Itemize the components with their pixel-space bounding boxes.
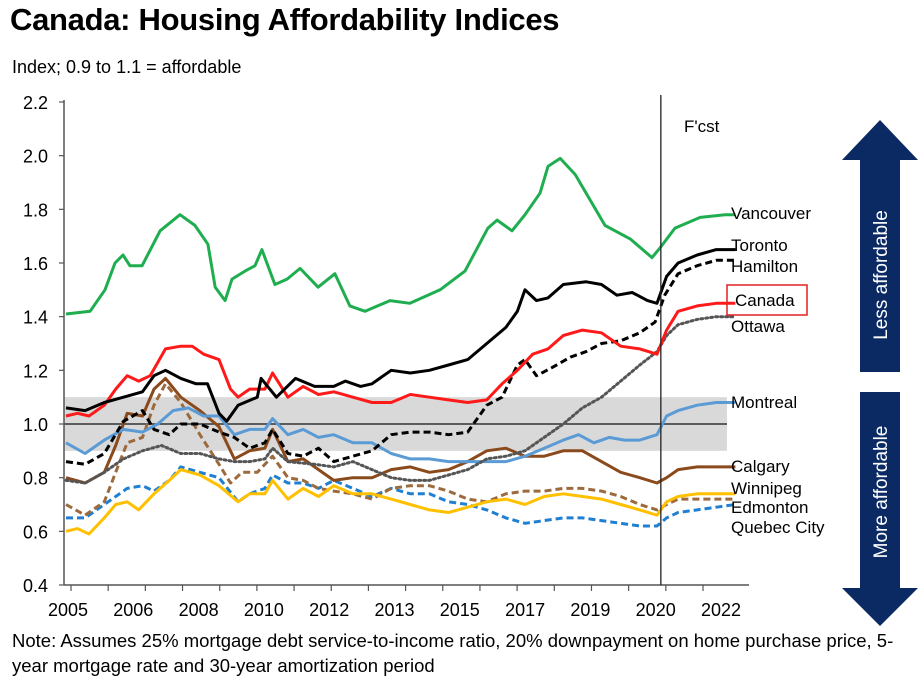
- y-tick-label: 0.6: [23, 522, 48, 542]
- series-labels: Vancouver Toronto Hamilton Canada Ottawa Mont…: [731, 204, 825, 537]
- series-line-calgary: [65, 376, 736, 485]
- x-tick-label: 2005: [48, 600, 88, 620]
- x-tick-label: 2006: [113, 600, 153, 620]
- arrow-down-icon: [842, 392, 918, 626]
- canada-highlight-box: [726, 284, 808, 316]
- x-tick-label: 2013: [374, 600, 414, 620]
- more-affordable-arrow: More affordable: [842, 392, 918, 626]
- series-line-hamilton: [65, 258, 736, 466]
- series-label-montreal: Montreal: [731, 393, 797, 412]
- series-label-vancouver: Vancouver: [731, 204, 811, 223]
- series-label-winnipeg: Winnipeg: [731, 479, 802, 498]
- y-tick-label: 1.0: [23, 415, 48, 435]
- x-tick-label: 2015: [440, 600, 480, 620]
- arrow-up-icon: [842, 120, 918, 372]
- series-label-ottawa: Ottawa: [731, 317, 785, 336]
- series-line-winnipeg: [65, 468, 736, 536]
- x-tick-label: 2019: [570, 600, 610, 620]
- less-affordable-label: Less affordable: [871, 210, 892, 340]
- x-tick-label: 2017: [505, 600, 545, 620]
- series-line-vancouver: [65, 156, 736, 316]
- series-label-toronto: Toronto: [731, 236, 788, 255]
- y-tick-label: 0.8: [23, 469, 48, 489]
- series-label-edmonton: Edmonton: [731, 498, 809, 517]
- x-tick-label: 2010: [244, 600, 284, 620]
- chart-title: Canada: Housing Affordability Indices: [10, 2, 560, 37]
- x-tick-label: 2012: [309, 600, 349, 620]
- less-affordable-arrow: Less affordable: [842, 120, 918, 372]
- forecast-label: F'cst: [684, 117, 720, 136]
- chart-note: Note: Assumes 25% mortgage debt service-…: [12, 630, 894, 676]
- series-label-calgary: Calgary: [731, 457, 790, 476]
- series-label-hamilton: Hamilton: [731, 257, 798, 276]
- more-affordable-label: More affordable: [871, 426, 892, 559]
- x-tick-label: 2008: [179, 600, 219, 620]
- y-tick-label: 1.2: [23, 361, 48, 381]
- chart-subtitle: Index; 0.9 to 1.1 = affordable: [12, 57, 242, 77]
- series-label-canada: Canada: [735, 291, 795, 310]
- series-lines: [64, 156, 737, 536]
- y-tick-label: 1.4: [23, 308, 48, 328]
- series-line-toronto: [65, 248, 736, 423]
- series-line-canada: [65, 301, 736, 418]
- y-tick-label: 1.8: [23, 200, 48, 220]
- y-tick-label: 1.6: [23, 254, 48, 274]
- y-tick-label: 0.4: [23, 576, 48, 596]
- series-line-ottawa: [64, 315, 737, 485]
- x-tick-label: 2022: [701, 600, 741, 620]
- series-line-montreal: [65, 401, 736, 464]
- y-tick-label: 2.2: [23, 93, 48, 113]
- x-tick-label: 2020: [636, 600, 676, 620]
- y-tick-label: 2.0: [23, 147, 48, 167]
- series-label-quebec-city: Quebec City: [731, 518, 825, 537]
